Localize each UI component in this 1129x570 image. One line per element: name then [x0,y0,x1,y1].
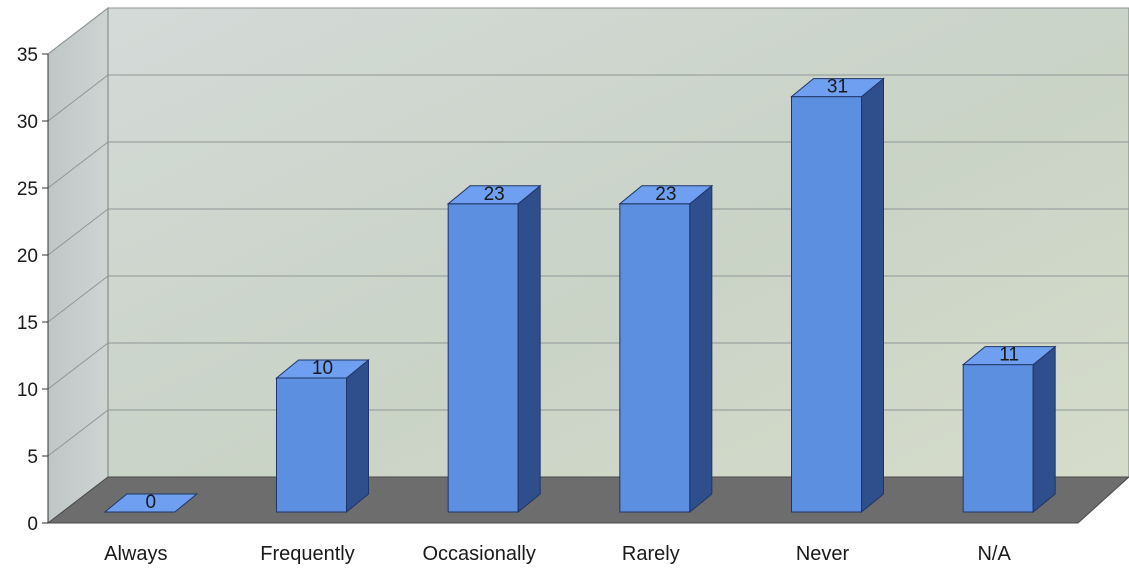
data-label: 11 [999,345,1019,366]
x-category-label: Rarely [622,543,680,565]
gridline-side [47,74,109,122]
x-category-label: Always [104,543,167,565]
y-tick-label: 5 [27,447,38,468]
gridline-side [47,208,109,256]
bar-side [1032,345,1056,514]
bar-side [689,184,713,514]
bar-front [791,96,862,513]
bar-front [447,203,519,513]
bar-front [962,364,1034,513]
y-tick-label: 30 [17,112,38,133]
gridline-side [47,141,109,189]
bar-top [961,346,1057,366]
data-label: 23 [655,184,676,205]
data-label: 10 [312,358,333,379]
x-category-label: Occasionally [422,543,535,565]
y-tick-label: 35 [17,45,38,66]
x-category-label: N/A [977,543,1011,565]
x-category-label: Never [796,543,850,565]
bar-top [103,493,199,513]
y-tick-label: 15 [17,313,38,334]
bar-side [861,77,884,514]
data-label: 0 [146,492,157,513]
gridline-side [47,275,109,323]
gridline-side [47,7,109,55]
gridline-side [47,342,109,390]
data-label: 31 [827,77,848,98]
y-tick-label: 20 [17,246,38,267]
bar-top [618,185,714,205]
y-tick-label: 25 [17,179,38,200]
bar-front [276,377,347,513]
y-tick-label: 10 [17,380,38,401]
bar-top [446,185,542,205]
bar-top [790,78,885,98]
bar-top [275,359,370,379]
x-category-label: Frequently [260,543,355,565]
bar-side [346,358,369,514]
data-label: 23 [484,184,505,205]
y-tick-label: 0 [27,514,38,535]
bar-side [517,184,541,514]
gridline-side [47,409,109,457]
bar-front [619,203,691,513]
side-wall [47,6,109,525]
